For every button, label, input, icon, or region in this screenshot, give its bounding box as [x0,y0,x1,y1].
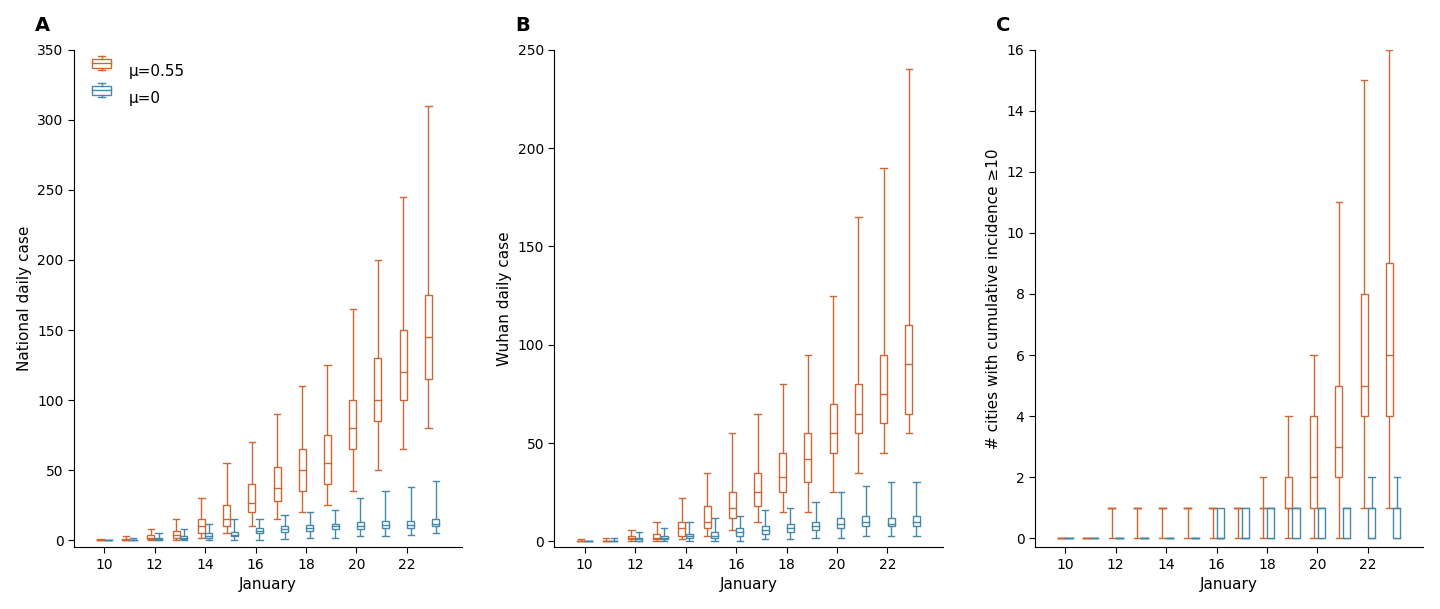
Y-axis label: Wuhan daily case: Wuhan daily case [497,231,513,366]
Bar [223,505,230,526]
Bar [913,516,920,526]
Bar [762,526,769,533]
Bar [1368,508,1375,538]
X-axis label: January: January [1200,577,1259,593]
Bar [635,538,642,541]
Bar [1241,508,1248,538]
Bar [432,519,439,526]
Bar [400,330,406,400]
Bar [408,521,415,528]
Bar [374,358,382,421]
Bar [906,325,913,414]
Text: C: C [996,16,1011,35]
Bar [736,527,743,535]
Bar [180,536,187,539]
Bar [147,535,154,539]
Bar [704,506,710,527]
Bar [779,453,786,492]
Bar [654,533,660,540]
Bar [855,384,863,433]
Bar [1293,508,1299,538]
Text: B: B [516,16,530,35]
Bar [628,535,635,540]
Bar [678,522,685,535]
Bar [382,521,389,528]
Y-axis label: National daily case: National daily case [17,226,32,371]
Bar [1310,416,1318,508]
Bar [1344,508,1349,538]
Bar [1267,508,1274,538]
Y-axis label: # cities with cumulative incidence ≥10: # cities with cumulative incidence ≥10 [986,149,1001,449]
Bar [274,468,281,501]
Bar [711,532,719,538]
Bar [685,533,693,538]
Bar [829,404,837,453]
Bar [298,449,305,491]
Text: A: A [35,16,50,35]
Bar [729,492,736,518]
X-axis label: January: January [239,577,297,593]
Bar [1394,508,1400,538]
Bar [887,518,894,526]
Bar [206,533,213,538]
Bar [248,484,255,512]
Bar [331,524,338,529]
Bar [755,473,760,506]
Bar [786,524,793,532]
Bar [197,519,204,533]
Bar [173,530,180,538]
Bar [837,518,844,527]
Bar [281,526,288,532]
Bar [1284,477,1292,508]
Bar [156,538,163,540]
Bar [1318,508,1325,538]
Bar [348,400,356,449]
Legend: μ=0.55, μ=0: μ=0.55, μ=0 [82,57,190,111]
Bar [256,528,264,533]
Bar [357,522,364,529]
Bar [661,535,668,540]
Bar [230,532,238,536]
Bar [425,295,432,379]
Bar [324,435,331,484]
Bar [307,525,314,530]
Bar [1335,385,1342,477]
Bar [1361,294,1368,416]
Bar [805,433,812,482]
Bar [863,516,870,526]
Bar [812,522,819,530]
Bar [1385,264,1392,416]
Bar [122,539,130,540]
Bar [880,354,887,423]
X-axis label: January: January [720,577,778,593]
Bar [1217,508,1224,538]
